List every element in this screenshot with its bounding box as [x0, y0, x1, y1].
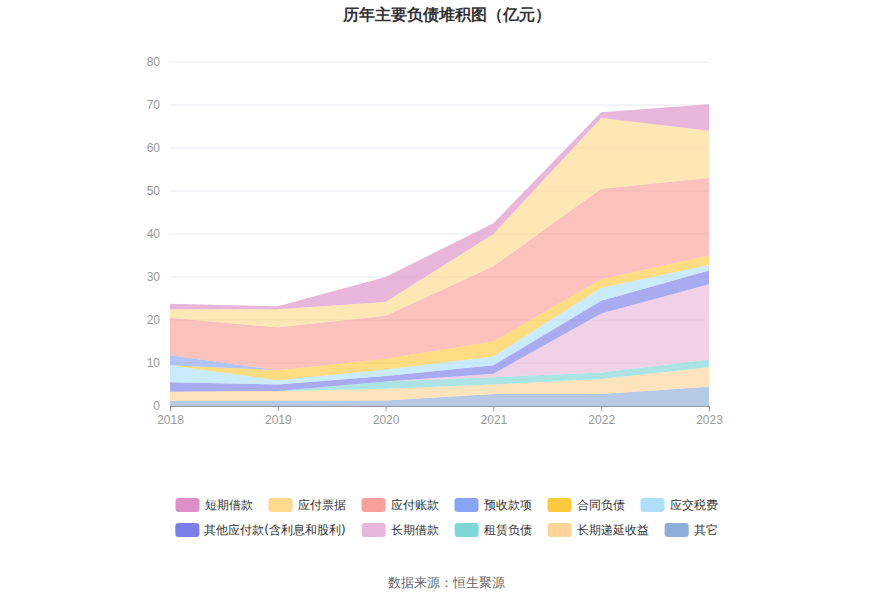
y-tick-label: 0: [153, 399, 160, 413]
x-tick-mark: [386, 406, 387, 411]
legend-swatch: [665, 523, 689, 537]
legend-label: 其他应付款(含利息和股利): [204, 523, 345, 537]
x-tick: 2023: [696, 406, 723, 427]
y-axis: 0 10 20 30 40 50 60 70 80: [147, 55, 171, 413]
y-tick: 20: [147, 313, 170, 327]
legend-swatch: [455, 498, 479, 512]
x-axis: 2018 2019 2020 2021 2022 2023: [157, 406, 723, 427]
x-tick-label: 2023: [696, 413, 723, 427]
x-tick-mark: [709, 406, 710, 411]
x-tick-label: 2019: [265, 413, 292, 427]
legend-swatch: [641, 498, 665, 512]
y-tick: 50: [147, 184, 170, 198]
area: [170, 118, 709, 327]
legend-swatch: [362, 523, 386, 537]
legend-item: 长期借款: [362, 523, 439, 537]
legend-item: 其它: [665, 523, 718, 537]
chart: 历年主要负债堆积图（亿元）010203040506070802018201920…: [0, 0, 893, 603]
legend-label: 租赁负债: [484, 523, 532, 537]
grid-line: [170, 62, 709, 63]
title: 历年主要负债堆积图（亿元）: [342, 5, 551, 24]
grid: [170, 62, 709, 406]
legend: 短期借款 应付票据 应付账款 预收款项 合同负债 应交税费其他应付款(含利息和股利) 长期借…: [175, 498, 717, 537]
legend-swatch: [548, 523, 572, 537]
legend-item: 应付票据: [269, 498, 346, 512]
legend-swatch: [175, 523, 199, 537]
legend-item: 短期借款: [176, 498, 253, 512]
y-tick-label: 40: [147, 227, 161, 241]
y-tick: 0: [153, 399, 170, 413]
legend-row: 短期借款 应付票据 应付账款 预收款项 合同负债 应交税费: [176, 498, 718, 512]
legend-item: 应交税费: [641, 498, 718, 512]
legend-label: 长期借款: [391, 523, 439, 537]
y-axis-line: [170, 63, 171, 407]
y-tick-label: 80: [147, 55, 161, 69]
grid-line: [170, 105, 709, 106]
x-tick-mark: [493, 406, 494, 411]
legend-swatch: [176, 498, 200, 512]
x-tick: 2019: [265, 406, 292, 427]
x-tick-mark: [278, 406, 279, 411]
x-tick-label: 2020: [373, 413, 400, 427]
source: 数据来源：恒生聚源: [388, 575, 505, 590]
legend-item: 其他应付款(含利息和股利): [175, 523, 345, 537]
legend-label: 应付票据: [298, 498, 346, 512]
legend-row: 其他应付款(含利息和股利) 长期借款 租赁负债 长期递延收益 其它: [175, 523, 717, 537]
y-tick-label: 30: [147, 270, 161, 284]
x-tick-mark: [170, 406, 171, 411]
legend-swatch: [455, 523, 479, 537]
legend-label: 短期借款: [205, 498, 253, 512]
y-tick: 10: [147, 356, 170, 370]
legend-item: 长期递延收益: [548, 523, 649, 537]
x-tick-mark: [601, 406, 602, 411]
legend-label: 长期递延收益: [577, 523, 649, 537]
legend-item: 合同负债: [548, 498, 625, 512]
y-tick: 80: [147, 55, 170, 69]
x-tick-label: 2022: [588, 413, 615, 427]
y-tick: 60: [147, 141, 170, 155]
legend-item: 租赁负债: [455, 523, 532, 537]
legend-label: 应付账款: [391, 498, 439, 512]
legend-swatch: [269, 498, 293, 512]
y-tick-label: 20: [147, 313, 161, 327]
legend-swatch: [362, 498, 386, 512]
x-axis-line: [171, 407, 710, 412]
y-tick-label: 60: [147, 141, 161, 155]
y-tick-label: 50: [147, 184, 161, 198]
x-tick-label: 2018: [157, 413, 184, 427]
legend-label: 合同负债: [577, 498, 625, 512]
legend-label: 预收款项: [484, 498, 532, 512]
x-tick: 2020: [373, 406, 400, 427]
plot-area: [170, 104, 709, 406]
area: [170, 104, 709, 309]
y-tick: 40: [147, 227, 170, 241]
y-tick-label: 10: [147, 356, 161, 370]
x-tick: 2018: [157, 406, 184, 427]
legend-label: 其它: [694, 523, 718, 537]
legend-item: 应付账款: [362, 498, 439, 512]
legend-item: 预收款项: [455, 498, 532, 512]
y-tick: 70: [147, 98, 170, 112]
x-tick-label: 2021: [481, 413, 508, 427]
legend-swatch: [548, 498, 572, 512]
y-tick-label: 70: [147, 98, 161, 112]
y-tick: 30: [147, 270, 170, 284]
legend-label: 应交税费: [670, 498, 718, 512]
x-tick: 2021: [481, 406, 508, 427]
x-tick: 2022: [588, 406, 615, 427]
